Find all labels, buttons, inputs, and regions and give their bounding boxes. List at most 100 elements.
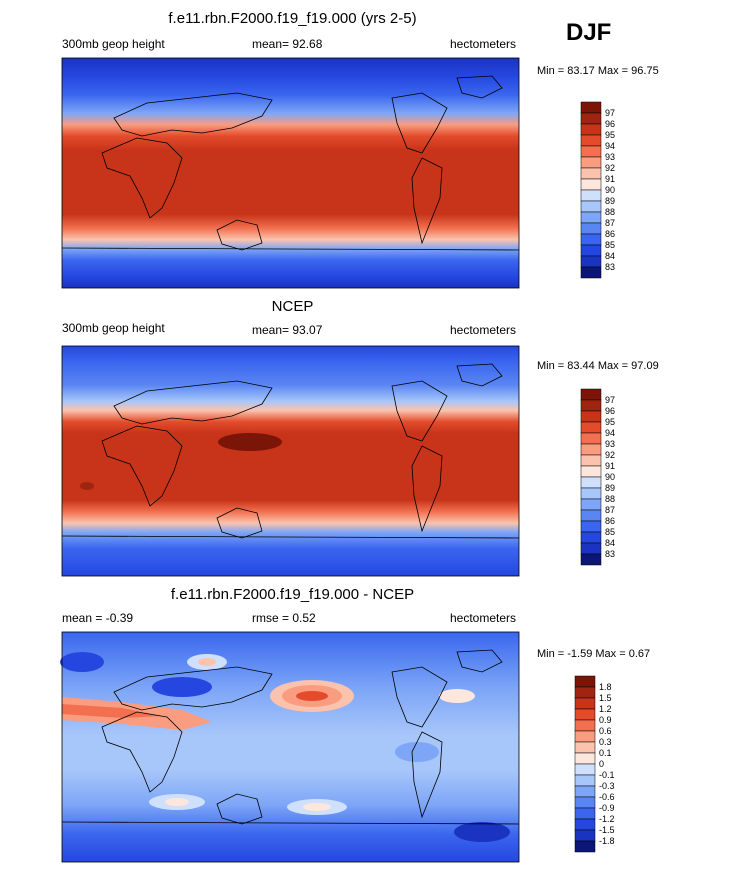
panel-2-colorbar-swatch — [580, 388, 602, 401]
panel-3-colorbar-swatch — [574, 708, 596, 721]
panel-1-colorbar-label: 87 — [605, 218, 615, 228]
panel-2-colorbar-label: 94 — [605, 428, 615, 438]
panel-2-colorbar-label: 97 — [605, 395, 615, 405]
panel-2-colorbar-swatch — [580, 542, 602, 555]
panel-1-units-label: hectometers — [450, 37, 517, 51]
panel-1-coastlines — [61, 75, 520, 251]
panel-3-colorbar: 1.81.51.20.90.60.30.10-0.1-0.3-0.6-0.9-1… — [574, 675, 615, 853]
panel-1-colorbar-swatch — [580, 156, 602, 169]
panel-3-colorbar-label: -0.1 — [599, 770, 615, 780]
panel-1-colorbar-swatch — [580, 167, 602, 180]
panel-3-colorbar-swatch — [574, 807, 596, 820]
panel-2-colorbar-swatch — [580, 487, 602, 500]
panel-2-colorbar-label: 84 — [605, 538, 615, 548]
panel-2-mean-label: mean= 93.07 — [252, 323, 323, 337]
panel-2-title: NCEP — [271, 298, 314, 315]
panel-1-colorbar-swatch — [580, 123, 602, 136]
panel-3-colorbar-swatch — [574, 697, 596, 710]
panel-1-colorbar-label: 94 — [605, 141, 615, 151]
panel-1-colorbar-label: 84 — [605, 251, 615, 261]
panel-2-colorbar-swatch — [580, 476, 602, 489]
panel-3-colorbar-swatch — [574, 829, 596, 842]
panel-2-colorbar-swatch — [580, 553, 602, 566]
panel-3-colorbar-label: 0.3 — [599, 737, 612, 747]
panel-2-colorbar-swatch — [580, 432, 602, 445]
panel-3-map — [60, 631, 520, 863]
panel-1-colorbar-label: 91 — [605, 174, 615, 184]
panel-3-title: f.e11.rbn.F2000.f19_f19.000 - NCEP — [170, 586, 415, 603]
panel-2-colorbar-swatch — [580, 443, 602, 456]
panel-2-colorbar-swatch — [580, 509, 602, 522]
panel-2-colorbar-label: 93 — [605, 439, 615, 449]
panel-1-title: f.e11.rbn.F2000.f19_f19.000 (yrs 2-5) — [168, 10, 417, 27]
panel-2-minmax: Min = 83.44 Max = 97.09 — [537, 360, 659, 372]
panel-1-colorbar-label: 93 — [605, 152, 615, 162]
panel-2-colorbar-label: 89 — [605, 483, 615, 493]
panel-1-minmax: Min = 83.17 Max = 96.75 — [537, 65, 659, 77]
panel-1-colorbar-swatch — [580, 255, 602, 268]
panel-1-colorbar-swatch — [580, 112, 602, 125]
panel-1-colorbar-swatch — [580, 101, 602, 114]
panel-2-coastlines — [61, 363, 520, 539]
panel-2-colorbar-label: 90 — [605, 472, 615, 482]
panel-2-colorbar-swatch — [580, 520, 602, 533]
panel-1-colorbar-swatch — [580, 211, 602, 224]
panel-1-colorbar-label: 83 — [605, 262, 615, 272]
panel-3-colorbar-label: -0.3 — [599, 781, 615, 791]
panel-3-mean-label: mean = -0.39 — [62, 611, 134, 625]
panel-3-coastlines — [61, 649, 520, 825]
panel-3-colorbar-swatch — [574, 686, 596, 699]
panel-3-colorbar-swatch — [574, 840, 596, 853]
panel-3-units-label: hectometers — [450, 611, 517, 625]
panel-1-map — [61, 57, 520, 289]
panel-2-colorbar-label: 91 — [605, 461, 615, 471]
panel-2-colorbar-label: 85 — [605, 527, 615, 537]
panel-1-colorbar-swatch — [580, 189, 602, 202]
panel-3-colorbar-label: -1.2 — [599, 814, 615, 824]
panel-3-colorbar-label: 0.6 — [599, 726, 612, 736]
panel-3-colorbar-label: -0.9 — [599, 803, 615, 813]
panel-3-colorbar-label: -1.8 — [599, 836, 615, 846]
panel-3-rmse-label: rmse = 0.52 — [252, 611, 316, 625]
panel-3-minmax: Min = -1.59 Max = 0.67 — [537, 648, 651, 660]
panel-3-colorbar-label: 1.2 — [599, 704, 612, 714]
panel-2-colorbar-label: 83 — [605, 549, 615, 559]
panel-2-colorbar-swatch — [580, 531, 602, 544]
panel-1-colorbar-label: 96 — [605, 119, 615, 129]
panel-1-colorbar-label: 95 — [605, 130, 615, 140]
panel-2-colorbar-swatch — [580, 454, 602, 467]
panel-2-colorbar-label: 92 — [605, 450, 615, 460]
panel-1-colorbar-label: 86 — [605, 229, 615, 239]
panel-3-colorbar-label: 0 — [599, 759, 604, 769]
panel-3-colorbar-label: 0.9 — [599, 715, 612, 725]
season-label: DJF — [566, 19, 612, 46]
panel-1-colorbar-label: 89 — [605, 196, 615, 206]
panel-3-colorbar-label: -0.6 — [599, 792, 615, 802]
panel-2-colorbar-label: 96 — [605, 406, 615, 416]
panel-1-colorbar-label: 85 — [605, 240, 615, 250]
panel-3-colorbar-label: -1.5 — [599, 825, 615, 835]
panel-3-colorbar-swatch — [574, 730, 596, 743]
panel-1-colorbar-label: 92 — [605, 163, 615, 173]
panel-3-colorbar-swatch — [574, 796, 596, 809]
panel-3-colorbar-swatch — [574, 752, 596, 765]
panel-2-variable-label: 300mb geop height — [62, 321, 165, 335]
panel-2-max-region — [218, 433, 282, 451]
panel-1-colorbar-swatch — [580, 266, 602, 279]
panel-2-colorbar-swatch — [580, 410, 602, 423]
panel-3-colorbar-label: 1.8 — [599, 682, 612, 692]
panel-3-colorbar-label: 0.1 — [599, 748, 612, 758]
panel-3-colorbar-swatch — [574, 741, 596, 754]
panel-2-colorbar-label: 88 — [605, 494, 615, 504]
panel-2-colorbar-swatch — [580, 465, 602, 478]
panel-1-colorbar-label: 97 — [605, 108, 615, 118]
panel-1-field — [62, 58, 519, 288]
panel-3-colorbar-swatch — [574, 719, 596, 732]
panel-3-colorbar-swatch — [574, 763, 596, 776]
panel-2-field — [62, 346, 519, 576]
panel-1-colorbar-label: 88 — [605, 207, 615, 217]
panel-2-map — [61, 345, 520, 577]
panel-3-colorbar-swatch — [574, 675, 596, 688]
